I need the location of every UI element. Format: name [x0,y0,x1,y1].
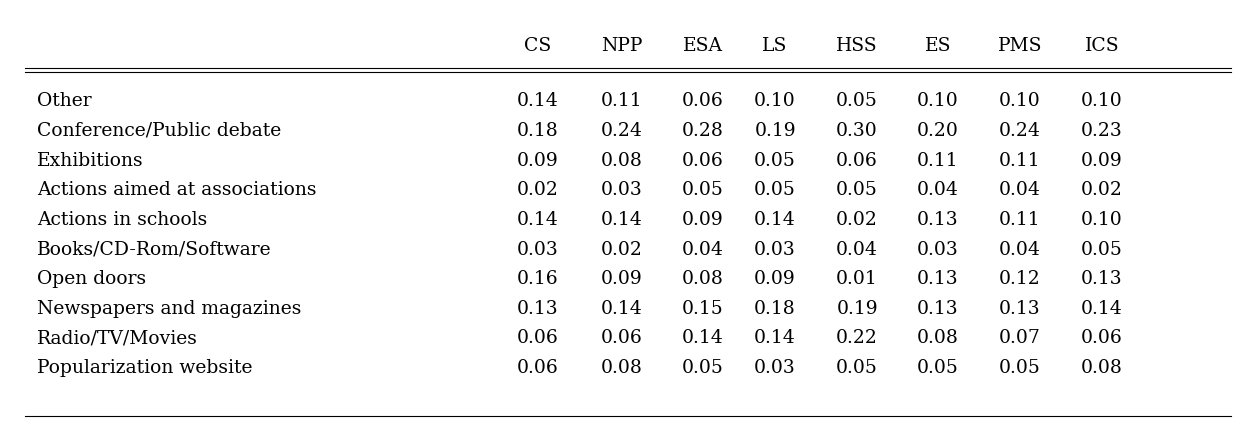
Text: Popularization website: Popularization website [38,359,252,377]
Text: 0.19: 0.19 [836,300,878,318]
Text: 0.13: 0.13 [917,300,958,318]
Text: Other: Other [38,92,92,110]
Text: 0.02: 0.02 [1081,181,1123,199]
Text: LS: LS [762,36,788,54]
Text: 0.19: 0.19 [755,122,796,140]
Text: 0.24: 0.24 [999,122,1041,140]
Text: 0.09: 0.09 [602,270,643,288]
Text: 0.14: 0.14 [602,300,643,318]
Text: 0.06: 0.06 [682,151,723,169]
Text: 0.02: 0.02 [836,211,878,229]
Text: 0.06: 0.06 [516,329,559,347]
Text: 0.07: 0.07 [999,329,1041,347]
Text: 0.08: 0.08 [602,151,643,169]
Text: Exhibitions: Exhibitions [38,151,143,169]
Text: 0.05: 0.05 [1081,241,1123,259]
Text: 0.10: 0.10 [1081,211,1123,229]
Text: 0.05: 0.05 [754,151,796,169]
Text: HSS: HSS [836,36,878,54]
Text: Actions in schools: Actions in schools [38,211,207,229]
Text: 0.04: 0.04 [999,241,1041,259]
Text: ES: ES [924,36,951,54]
Text: 0.12: 0.12 [999,270,1041,288]
Text: 0.18: 0.18 [516,122,559,140]
Text: 0.05: 0.05 [836,181,878,199]
Text: 0.14: 0.14 [516,92,559,110]
Text: PMS: PMS [997,36,1042,54]
Text: Newspapers and magazines: Newspapers and magazines [38,300,301,318]
Text: 0.05: 0.05 [836,359,878,377]
Text: 0.06: 0.06 [516,359,559,377]
Text: 0.10: 0.10 [1081,92,1123,110]
Text: 0.11: 0.11 [999,211,1041,229]
Text: 0.09: 0.09 [1081,151,1123,169]
Text: 0.13: 0.13 [917,270,958,288]
Text: Books/CD-Rom/Software: Books/CD-Rom/Software [38,241,271,259]
Text: 0.04: 0.04 [682,241,723,259]
Text: Actions aimed at associations: Actions aimed at associations [38,181,317,199]
Text: NPP: NPP [602,36,643,54]
Text: 0.20: 0.20 [917,122,958,140]
Text: 0.06: 0.06 [1081,329,1123,347]
Text: 0.09: 0.09 [516,151,559,169]
Text: 0.03: 0.03 [917,241,958,259]
Text: 0.06: 0.06 [836,151,878,169]
Text: 0.05: 0.05 [917,359,958,377]
Text: Radio/TV/Movies: Radio/TV/Movies [38,329,198,347]
Text: 0.03: 0.03 [754,359,796,377]
Text: 0.14: 0.14 [602,211,643,229]
Text: 0.13: 0.13 [516,300,559,318]
Text: 0.14: 0.14 [682,329,723,347]
Text: 0.16: 0.16 [516,270,559,288]
Text: 0.04: 0.04 [836,241,878,259]
Text: 0.14: 0.14 [754,211,796,229]
Text: 0.10: 0.10 [999,92,1041,110]
Text: 0.06: 0.06 [602,329,643,347]
Text: 0.13: 0.13 [1081,270,1123,288]
Text: Conference/Public debate: Conference/Public debate [38,122,281,140]
Text: 0.04: 0.04 [999,181,1041,199]
Text: 0.11: 0.11 [999,151,1041,169]
Text: 0.03: 0.03 [754,241,796,259]
Text: 0.03: 0.03 [516,241,559,259]
Text: 0.08: 0.08 [1081,359,1123,377]
Text: 0.06: 0.06 [682,92,723,110]
Text: 0.05: 0.05 [999,359,1041,377]
Text: 0.18: 0.18 [754,300,796,318]
Text: 0.05: 0.05 [754,181,796,199]
Text: 0.02: 0.02 [602,241,643,259]
Text: 0.28: 0.28 [682,122,723,140]
Text: 0.09: 0.09 [682,211,723,229]
Text: CS: CS [524,36,551,54]
Text: 0.08: 0.08 [602,359,643,377]
Text: 0.24: 0.24 [602,122,643,140]
Text: ICS: ICS [1084,36,1119,54]
Text: 0.22: 0.22 [836,329,878,347]
Text: 0.04: 0.04 [917,181,958,199]
Text: Open doors: Open doors [38,270,146,288]
Text: 0.14: 0.14 [754,329,796,347]
Text: 0.05: 0.05 [682,181,723,199]
Text: 0.30: 0.30 [836,122,878,140]
Text: 0.15: 0.15 [682,300,723,318]
Text: 0.05: 0.05 [682,359,723,377]
Text: 0.14: 0.14 [1081,300,1123,318]
Text: 0.08: 0.08 [682,270,723,288]
Text: 0.10: 0.10 [754,92,796,110]
Text: 0.11: 0.11 [917,151,958,169]
Text: 0.10: 0.10 [917,92,958,110]
Text: 0.13: 0.13 [999,300,1041,318]
Text: 0.09: 0.09 [754,270,796,288]
Text: ESA: ESA [683,36,722,54]
Text: 0.13: 0.13 [917,211,958,229]
Text: 0.23: 0.23 [1081,122,1123,140]
Text: 0.01: 0.01 [836,270,878,288]
Text: 0.03: 0.03 [602,181,643,199]
Text: 0.08: 0.08 [917,329,958,347]
Text: 0.14: 0.14 [516,211,559,229]
Text: 0.05: 0.05 [836,92,878,110]
Text: 0.11: 0.11 [602,92,643,110]
Text: 0.02: 0.02 [516,181,559,199]
